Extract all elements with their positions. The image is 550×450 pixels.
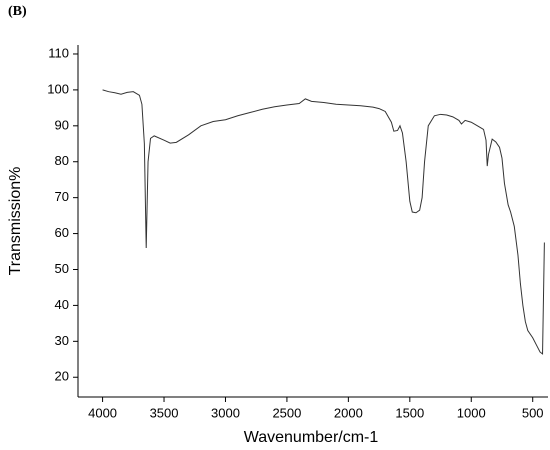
y-tick-label: 110 xyxy=(48,45,69,60)
y-axis-label: Transmission% xyxy=(7,167,24,276)
y-tick-label: 30 xyxy=(55,333,69,348)
y-tick-label: 70 xyxy=(55,189,69,204)
y-tick-label: 80 xyxy=(55,153,69,168)
x-tick-label: 3500 xyxy=(150,405,179,420)
y-tick-label: 20 xyxy=(55,369,69,384)
y-tick-label: 50 xyxy=(55,261,69,276)
x-tick-label: 1000 xyxy=(457,405,486,420)
x-tick-label: 4000 xyxy=(88,405,117,420)
chart-title: (B) xyxy=(8,4,27,19)
x-tick-label: 1500 xyxy=(395,405,424,420)
spectrum-line xyxy=(102,89,545,355)
y-tick-label: 90 xyxy=(55,117,69,132)
y-tick-label: 100 xyxy=(47,81,69,96)
x-axis-label: Wavenumber/cm-1 xyxy=(244,429,379,446)
x-tick-label: 500 xyxy=(522,405,544,420)
x-tick-label: 2000 xyxy=(334,405,363,420)
x-tick-label: 3000 xyxy=(211,405,240,420)
y-tick-label: 60 xyxy=(55,225,69,240)
x-tick-label: 2500 xyxy=(272,405,301,420)
y-tick-label: 40 xyxy=(55,297,69,312)
